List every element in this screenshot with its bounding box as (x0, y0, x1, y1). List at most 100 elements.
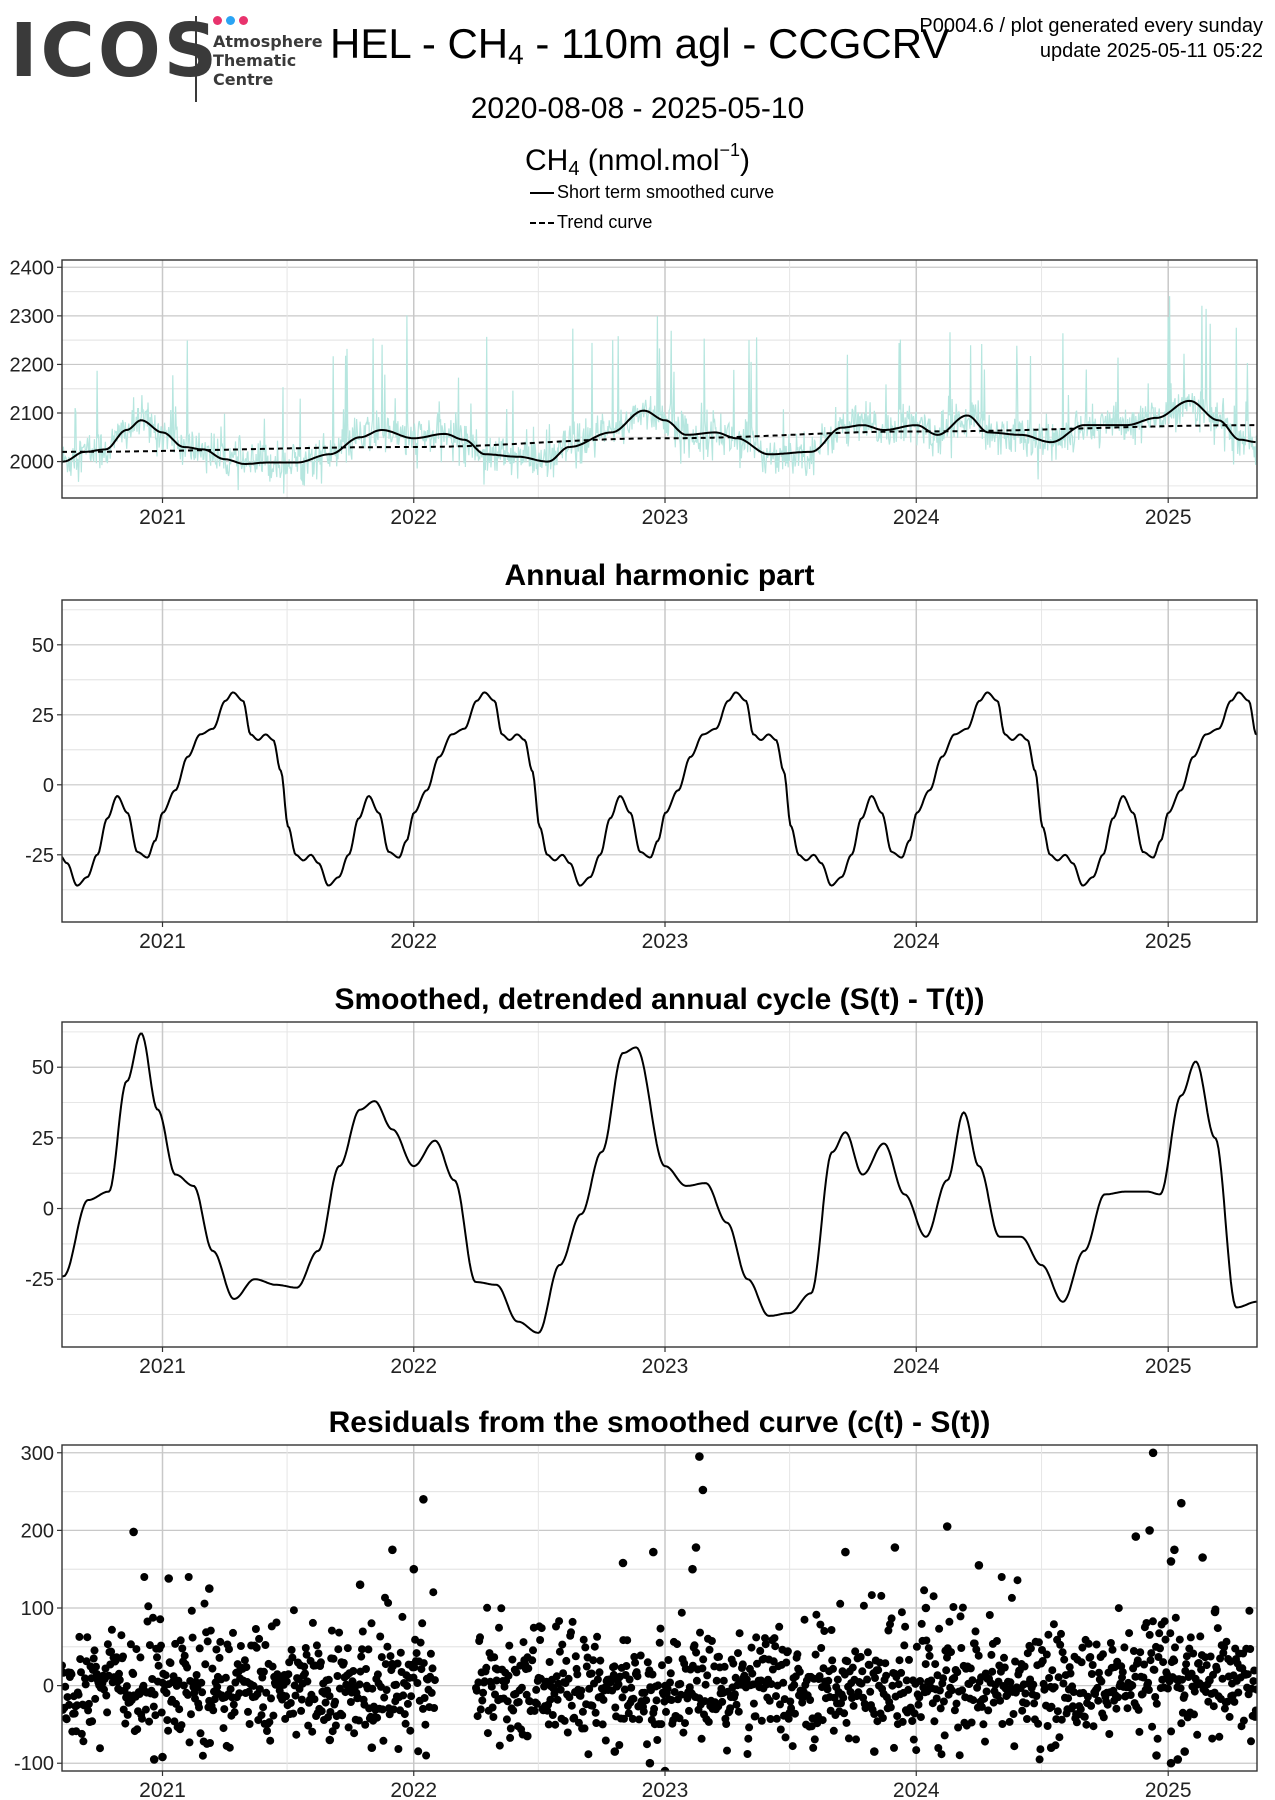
residual-point (1032, 1692, 1041, 1700)
date-range: 2020-08-08 - 2025-05-10 (470, 92, 805, 125)
residual-point (732, 1700, 741, 1709)
x-tick-label: 2023 (642, 506, 689, 529)
chart-panel-3: -25 0 25 50 2021 2022 2023 2024 2025 Smoothed, de… (25, 983, 1258, 1378)
residual-point (968, 1676, 977, 1685)
residual-point (738, 1660, 747, 1669)
residual-point (1158, 1675, 1167, 1684)
residual-point (593, 1632, 602, 1641)
residual-point (642, 1696, 651, 1705)
residual-point (937, 1750, 946, 1759)
residual-point (123, 1710, 132, 1719)
plot-area (62, 1032, 1257, 1334)
residual-point (553, 1695, 562, 1704)
panel-frame (61, 259, 1258, 499)
residual-point (176, 1636, 185, 1645)
residual-point (969, 1696, 978, 1705)
residual-point (255, 1685, 264, 1694)
residual-point (858, 1667, 867, 1676)
meta-line-2: update 2025-05-11 05:22 (1039, 40, 1263, 62)
residual-point (1020, 1662, 1029, 1671)
residual-point (1148, 1617, 1157, 1626)
residual-point (1044, 1630, 1053, 1639)
residual-point (815, 1672, 824, 1681)
y-tick-label: 2300 (10, 306, 55, 328)
residual-point (262, 1688, 271, 1697)
residual-point (427, 1688, 436, 1697)
residual-point (1206, 1652, 1215, 1661)
residual-point (349, 1667, 358, 1675)
residual-point (251, 1625, 260, 1633)
residual-point (479, 1688, 488, 1697)
residual-point (817, 1644, 826, 1652)
residual-point (419, 1704, 427, 1713)
legend-short-term-label: Short term smoothed curve (557, 182, 775, 202)
residual-point (1156, 1644, 1164, 1653)
residual-point (1218, 1674, 1227, 1683)
residual-point (650, 1704, 659, 1713)
residual-point (1245, 1606, 1254, 1615)
residual-point (1088, 1661, 1097, 1669)
residual-point (102, 1691, 111, 1700)
residual-point (902, 1676, 911, 1685)
residual-point (843, 1657, 852, 1666)
residual-point (62, 1682, 70, 1691)
residual-point (302, 1650, 311, 1659)
chart-panel-4: -100 0 100 200 300 2021 2022 2023 2024 2025 Residu… (14, 1406, 1258, 1800)
residual-point (718, 1697, 727, 1706)
residual-point (506, 1724, 515, 1733)
residual-point (1077, 1658, 1086, 1667)
residual-point (859, 1601, 868, 1610)
residual-point (268, 1662, 277, 1671)
residual-point (89, 1654, 98, 1663)
residual-point (735, 1629, 744, 1638)
ylabel-sub: 4 (568, 158, 580, 180)
residual-point (429, 1588, 438, 1597)
residual-point (229, 1628, 237, 1637)
residual-point (611, 1703, 620, 1712)
residual-point (949, 1603, 958, 1611)
residual-point (1064, 1694, 1073, 1703)
x-tick-label: 2022 (390, 1355, 437, 1378)
residual-point (1163, 1684, 1172, 1693)
residual-point (977, 1702, 986, 1711)
residual-point (567, 1628, 575, 1637)
residual-point (867, 1591, 876, 1600)
residual-point (925, 1651, 934, 1660)
residual-point (418, 1619, 427, 1628)
residual-point (178, 1644, 187, 1653)
residual-point (1213, 1665, 1221, 1674)
residual-point (828, 1656, 837, 1665)
residual-point (989, 1698, 998, 1707)
residual-point (267, 1694, 275, 1703)
residual-point (1006, 1678, 1015, 1687)
residual-point (622, 1662, 631, 1670)
icos-logo: ICOS (10, 8, 221, 94)
residual-point (430, 1704, 439, 1712)
residual-point (829, 1664, 837, 1673)
residual-point (1182, 1652, 1191, 1661)
residual-point (164, 1726, 173, 1735)
residual-outlier (974, 1561, 984, 1570)
residual-point (812, 1610, 821, 1619)
residual-point (399, 1691, 408, 1700)
residual-point (987, 1650, 996, 1659)
residual-point (816, 1620, 825, 1629)
residual-point (627, 1683, 636, 1692)
residual-point (91, 1694, 100, 1703)
residual-point (394, 1745, 403, 1753)
residual-point (1135, 1727, 1144, 1736)
residual-point (783, 1647, 792, 1656)
residual-point (829, 1726, 838, 1735)
residual-point (1007, 1593, 1016, 1602)
residual-point (591, 1708, 600, 1717)
residual-point (259, 1667, 268, 1676)
residual-point (1000, 1663, 1009, 1672)
residual-point (272, 1618, 281, 1627)
smoothed-curve (62, 399, 1256, 466)
x-tick-label: 2022 (390, 506, 437, 529)
residual-point (985, 1611, 994, 1619)
residual-outlier (149, 1755, 159, 1764)
residual-point (185, 1738, 194, 1747)
residual-point (367, 1619, 376, 1628)
residual-outlier (1198, 1553, 1207, 1562)
